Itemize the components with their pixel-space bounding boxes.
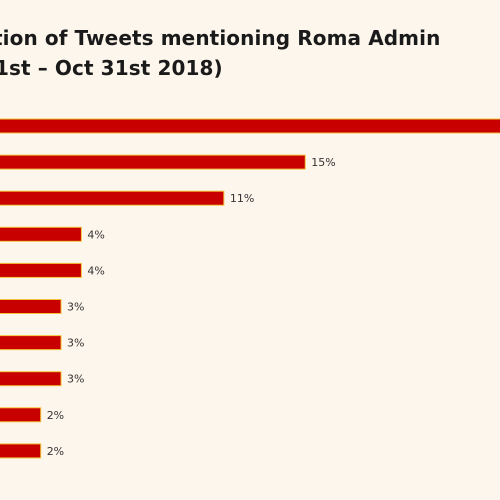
chart-title-line-2: 1st – Oct 31st 2018)	[0, 56, 223, 80]
bar-9	[0, 407, 42, 423]
bar-value-label-9: 2%	[47, 409, 64, 422]
bar-value-label-8: 3%	[67, 373, 84, 386]
bar-2	[0, 154, 306, 170]
bar-8	[0, 371, 62, 387]
bar-7	[0, 335, 62, 351]
bar-6	[0, 299, 62, 314]
bar-value-label-10: 2%	[47, 445, 64, 458]
bar-value-label-3: 11%	[230, 192, 254, 205]
bar-1	[0, 118, 500, 134]
bar-value-label-6: 3%	[67, 301, 84, 314]
bar-5	[0, 262, 82, 278]
bar-4	[0, 226, 82, 242]
bar-10	[0, 443, 42, 459]
bar-value-label-4: 4%	[87, 228, 104, 241]
bar-value-label-2: 15%	[311, 156, 335, 169]
bar-value-label-7: 3%	[67, 337, 84, 350]
bar-value-label-5: 4%	[87, 264, 104, 277]
bar-3	[0, 190, 225, 206]
chart-title-line-1: tion of Tweets mentioning Roma Admin	[0, 26, 441, 50]
